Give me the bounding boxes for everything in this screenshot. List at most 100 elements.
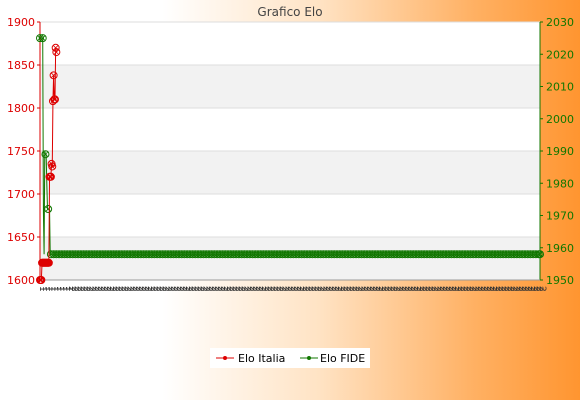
fide-point-cross	[290, 251, 297, 257]
x-tick-label: 2	[376, 286, 386, 292]
fide-point	[469, 250, 478, 259]
fide-point	[327, 250, 336, 259]
fide-point	[213, 250, 222, 259]
fide-point-cross	[454, 251, 460, 257]
fide-point-cross	[88, 251, 95, 257]
x-tick-label: 2	[265, 286, 275, 292]
fide-point-cross	[323, 251, 329, 257]
x-tick-label: 2	[221, 286, 231, 292]
fide-point	[439, 250, 448, 259]
fide-point	[234, 250, 243, 259]
fide-point	[226, 250, 235, 259]
fide-point-cross	[42, 151, 49, 158]
fide-point	[199, 250, 208, 259]
fide-point-cross	[467, 251, 474, 257]
fide-point-cross	[296, 251, 302, 257]
fide-point	[319, 250, 328, 259]
right-tick-label: 1970	[546, 210, 574, 223]
fide-point-cross	[118, 251, 125, 257]
fide-point-cross	[276, 251, 283, 257]
fide-point	[471, 250, 480, 259]
legend-italia-marker	[223, 356, 227, 360]
fide-point-cross	[394, 251, 400, 257]
fide-point	[379, 250, 388, 259]
fide-point	[420, 250, 429, 259]
x-tick-label: 2	[84, 286, 94, 292]
x-tick-label: 2	[455, 286, 465, 292]
x-tick-label: 2	[473, 286, 483, 292]
x-tick-label: 2	[75, 286, 85, 292]
fide-point-cross	[159, 251, 166, 257]
fide-point-cross	[492, 251, 498, 257]
fide-point	[521, 250, 530, 259]
fide-point-cross	[75, 251, 81, 257]
x-tick-label: 2	[394, 286, 404, 292]
fide-point	[436, 250, 445, 259]
fide-point-cross	[124, 251, 130, 257]
x-tick-label: 2	[300, 286, 310, 292]
fide-point	[480, 250, 489, 259]
fide-point	[444, 250, 453, 259]
x-tick-label: 2	[291, 286, 301, 292]
x-tick-label: 2	[136, 286, 146, 292]
fide-point-cross	[241, 251, 248, 257]
fide-point-cross	[353, 251, 359, 257]
x-tick-label: 2	[517, 286, 527, 292]
x-tick-label: 2	[458, 286, 468, 292]
x-tick-label: 2	[370, 286, 380, 292]
fide-point	[417, 250, 426, 259]
fide-point	[447, 250, 456, 259]
italia-point	[46, 172, 55, 181]
fide-point-cross	[369, 251, 376, 257]
fide-point	[221, 250, 230, 259]
fide-point	[267, 250, 276, 259]
x-tick-label: 2	[256, 286, 266, 292]
x-tick-label: 2	[499, 286, 509, 292]
fide-point	[49, 250, 58, 259]
right-tick-label: 1980	[546, 177, 574, 190]
fide-point-cross	[211, 251, 218, 257]
italia-point-cross	[51, 96, 58, 103]
fide-point	[155, 250, 164, 259]
fide-point-cross	[214, 251, 220, 257]
fide-point	[185, 250, 194, 259]
x-tick-label: 2	[353, 286, 363, 292]
x-tick-label: 2	[470, 286, 480, 292]
fide-point	[292, 250, 301, 259]
x-tick-label: 2	[271, 286, 281, 292]
x-tick-label: 2	[367, 286, 377, 292]
fide-point-cross	[94, 251, 101, 257]
fide-point	[316, 250, 325, 259]
fide-point	[536, 250, 544, 259]
fide-point-cross	[69, 251, 76, 257]
x-tick-label: 2	[324, 286, 334, 292]
fide-point	[485, 250, 494, 259]
fide-point-cross	[257, 251, 264, 257]
italia-point-cross	[49, 163, 56, 170]
fide-point	[343, 250, 352, 259]
fide-point-cross	[500, 251, 506, 257]
fide-point-cross	[173, 251, 180, 257]
fide-point-cross	[151, 251, 158, 257]
fide-point-cross	[132, 251, 139, 257]
fide-point-cross	[443, 251, 449, 257]
fide-point	[441, 250, 450, 259]
fide-point-cross	[505, 251, 512, 257]
fide-point	[401, 250, 410, 259]
fide-point-cross	[255, 251, 261, 257]
italia-point	[48, 162, 57, 171]
x-tick-label: 2	[148, 286, 158, 292]
x-tick-label: 2	[230, 286, 240, 292]
fide-point-cross	[410, 251, 417, 257]
x-tick-label: 2	[347, 286, 357, 292]
fide-point-cross	[78, 251, 84, 257]
x-tick-label: 2	[248, 286, 258, 292]
series-elo-fide	[36, 34, 544, 259]
fide-point-cross	[306, 251, 313, 257]
fide-point	[55, 250, 64, 259]
fide-point-cross	[227, 251, 234, 257]
fide-point	[248, 250, 257, 259]
fide-point	[392, 250, 401, 259]
italia-point-cross	[50, 72, 57, 79]
